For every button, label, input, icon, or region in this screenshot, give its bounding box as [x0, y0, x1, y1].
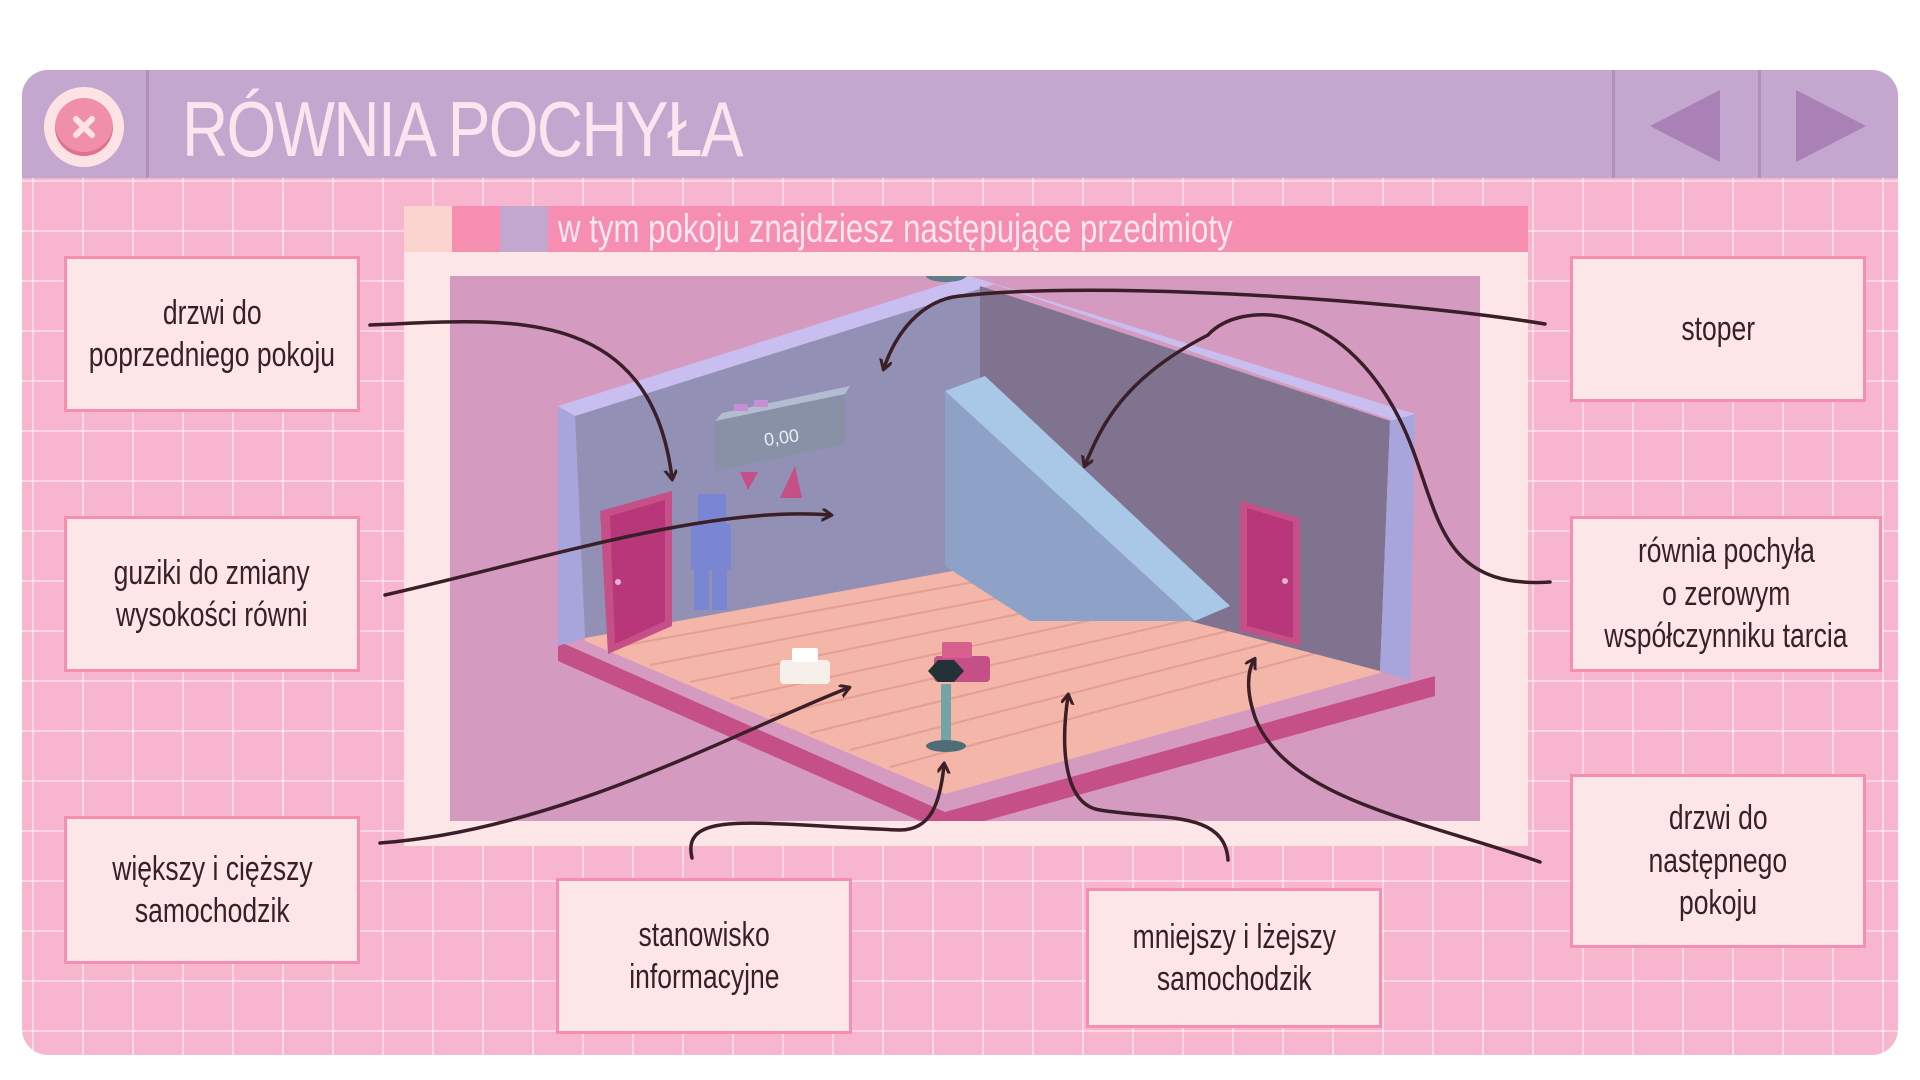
right-door-knob — [1282, 578, 1288, 584]
label-text: samochodzik — [134, 892, 290, 930]
timer-value: 0,00 — [763, 425, 800, 450]
label-text: większy i cięższy — [111, 849, 313, 888]
panel-header-text: w tym pokoju znajdziesz następujące prze… — [558, 207, 1233, 251]
label-ramp: równia pochyła o zerowym współczynniku t… — [1570, 516, 1882, 672]
label-big-car: większy i cięższy samochodzik — [64, 816, 360, 964]
room-panel: w tym pokoju znajdziesz następujące prze… — [404, 206, 1528, 846]
label-text: o zerowym — [1661, 574, 1791, 613]
label-text: następnego — [1648, 841, 1788, 880]
label-text: informacyjne — [628, 958, 780, 996]
triangle-right-icon — [1796, 90, 1866, 162]
label-text: drzwi do — [162, 293, 262, 332]
label-text: mniejszy i lżejszy — [1132, 917, 1336, 956]
label-text: stoper — [1681, 309, 1755, 348]
label-text: drzwi do — [1668, 799, 1768, 838]
label-info-station: stanowisko informacyjne — [556, 878, 852, 1034]
label-text: stanowisko — [638, 915, 770, 954]
close-x-icon — [73, 116, 95, 138]
height-up-button — [780, 466, 802, 498]
next-button[interactable] — [1761, 70, 1898, 178]
info-station-prop — [926, 276, 966, 752]
small-car — [780, 648, 830, 684]
title-separator — [146, 70, 149, 178]
timer-top — [715, 386, 850, 421]
left-door — [610, 500, 665, 644]
panel-header: w tym pokoju znajdziesz następujące prze… — [404, 206, 1528, 252]
timer-button — [734, 404, 748, 411]
label-text: poprzedniego pokoju — [88, 336, 336, 374]
nav-separator-right — [1758, 70, 1761, 178]
swatch-peach — [404, 206, 452, 252]
label-text: wysokości równi — [116, 596, 308, 634]
close-button[interactable] — [44, 87, 124, 167]
triangle-left-icon — [1650, 90, 1720, 162]
timer-button — [754, 400, 768, 407]
label-prev-door: drzwi do poprzedniego pokoju — [64, 256, 360, 412]
right-door — [1247, 508, 1293, 638]
label-next-door: drzwi do następnego pokoju — [1570, 774, 1866, 948]
label-text: współczynniku tarcia — [1604, 617, 1848, 656]
label-text: pokoju — [1678, 884, 1758, 923]
nav-separator-left — [1612, 70, 1615, 178]
prev-button[interactable] — [1615, 70, 1755, 178]
label-text: guziki do zmiany — [113, 553, 311, 592]
label-stopwatch: stoper — [1570, 256, 1866, 402]
label-height-buttons: guziki do zmiany wysokości równi — [64, 516, 360, 672]
label-text: równia pochyła — [1637, 532, 1815, 571]
room-illustration: 0,00 — [558, 276, 1435, 821]
left-door-knob — [615, 579, 621, 585]
label-small-car: mniejszy i lżejszy samochodzik — [1086, 888, 1382, 1028]
room-scene: 0,00 — [450, 276, 1480, 821]
label-text: samochodzik — [1156, 960, 1312, 998]
swatch-lavender — [500, 206, 548, 252]
timer-body — [715, 394, 845, 471]
page-title: RÓWNIA POCHYŁA — [182, 85, 744, 173]
height-down-button — [740, 472, 758, 490]
swatch-pink — [452, 206, 500, 252]
title-bar: RÓWNIA POCHYŁA — [22, 70, 1898, 178]
